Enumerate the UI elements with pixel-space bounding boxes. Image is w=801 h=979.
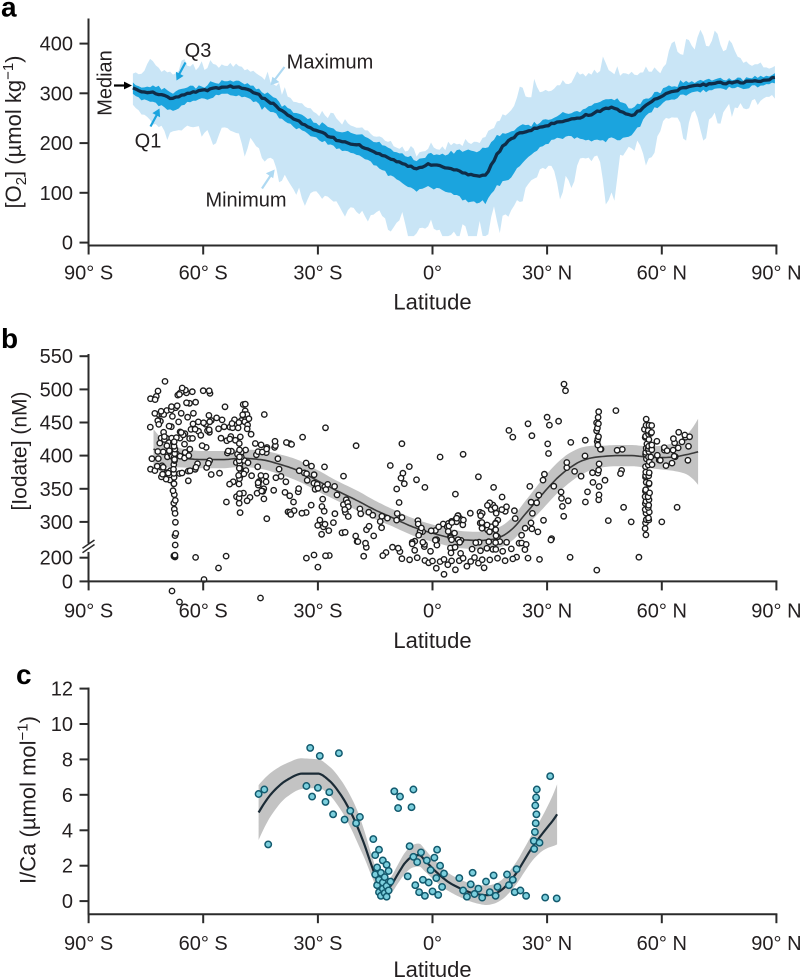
svg-text:90° S: 90° S <box>64 601 113 623</box>
svg-text:500: 500 <box>40 379 73 401</box>
svg-text:30° S: 30° S <box>293 263 342 285</box>
svg-text:30° N: 30° N <box>522 263 572 285</box>
svg-text:90° N: 90° N <box>751 601 801 623</box>
svg-text:Maximum: Maximum <box>287 52 374 74</box>
svg-text:30° N: 30° N <box>522 601 572 623</box>
svg-text:Q1: Q1 <box>135 131 162 153</box>
svg-text:90° N: 90° N <box>751 933 801 955</box>
svg-text:60° S: 60° S <box>179 933 228 955</box>
svg-text:400: 400 <box>40 446 73 468</box>
svg-text:60° S: 60° S <box>179 263 228 285</box>
svg-text:c: c <box>16 659 32 690</box>
svg-text:30° S: 30° S <box>293 601 342 623</box>
svg-text:400: 400 <box>40 34 73 56</box>
svg-text:4: 4 <box>62 820 73 842</box>
svg-text:2: 2 <box>62 856 73 878</box>
svg-text:200: 200 <box>40 133 73 155</box>
svg-text:90° S: 90° S <box>64 263 113 285</box>
svg-text:350: 350 <box>40 479 73 501</box>
svg-text:550: 550 <box>40 346 73 368</box>
svg-text:0: 0 <box>62 571 73 593</box>
svg-text:0°: 0° <box>423 263 442 285</box>
svg-text:60° N: 60° N <box>637 933 687 955</box>
svg-text:Q3: Q3 <box>185 40 212 62</box>
svg-text:30° N: 30° N <box>522 933 572 955</box>
svg-text:6: 6 <box>62 785 73 807</box>
svg-text:b: b <box>1 323 18 354</box>
svg-text:450: 450 <box>40 413 73 435</box>
svg-text:Latitude: Latitude <box>393 628 471 653</box>
svg-text:60° S: 60° S <box>179 601 228 623</box>
svg-text:12: 12 <box>51 679 73 701</box>
svg-text:300: 300 <box>40 83 73 105</box>
svg-text:0°: 0° <box>423 601 442 623</box>
svg-text:100: 100 <box>40 183 73 205</box>
svg-text:0: 0 <box>62 233 73 255</box>
svg-text:200: 200 <box>40 548 73 570</box>
svg-text:Latitude: Latitude <box>393 957 471 979</box>
svg-text:[Iodate] (nM): [Iodate] (nM) <box>9 391 32 510</box>
svg-text:I/Ca (µmol mol−1): I/Ca (µmol mol−1) <box>15 716 41 884</box>
svg-text:Latitude: Latitude <box>393 290 471 315</box>
svg-text:0: 0 <box>62 891 73 913</box>
svg-text:a: a <box>1 0 17 23</box>
svg-text:90° N: 90° N <box>751 263 801 285</box>
svg-text:60° N: 60° N <box>637 263 687 285</box>
svg-text:10: 10 <box>51 714 73 736</box>
svg-text:300: 300 <box>40 512 73 534</box>
svg-text:30° S: 30° S <box>293 933 342 955</box>
svg-text:Median: Median <box>95 50 117 116</box>
svg-text:0°: 0° <box>423 933 442 955</box>
svg-text:90° S: 90° S <box>64 933 113 955</box>
svg-text:8: 8 <box>62 749 73 771</box>
svg-text:Minimum: Minimum <box>205 190 286 212</box>
svg-text:60° N: 60° N <box>637 601 687 623</box>
